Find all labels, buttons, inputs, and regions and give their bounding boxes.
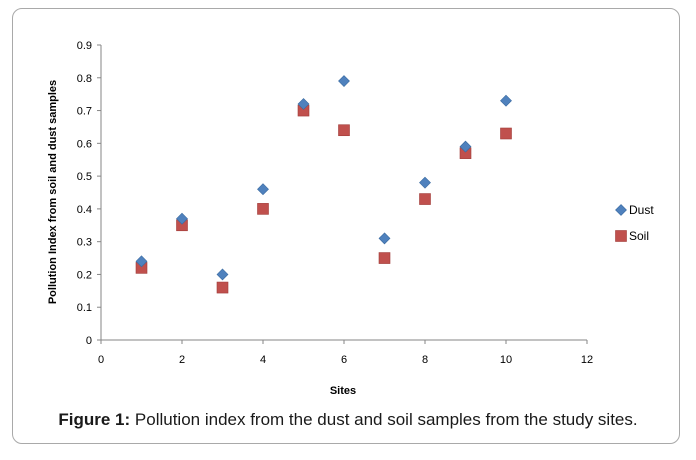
y-tick-label: 0.4 bbox=[77, 204, 92, 216]
soil-point bbox=[378, 252, 391, 264]
x-tick-label: 0 bbox=[98, 354, 104, 366]
soil-legend-label: Soil bbox=[629, 229, 649, 243]
caption-text: Pollution index from the dust and soil s… bbox=[130, 410, 638, 429]
data-points bbox=[135, 75, 512, 294]
y-axis-title: Pollution Index from soil and dust sampl… bbox=[47, 80, 59, 304]
y-tick-label: 0.1 bbox=[77, 302, 92, 314]
y-tick-label: 0.3 bbox=[77, 237, 92, 249]
dust-point bbox=[378, 232, 391, 245]
dust-legend-label: Dust bbox=[629, 203, 654, 217]
soil-point bbox=[257, 203, 269, 215]
x-tick-label: 6 bbox=[341, 354, 347, 366]
soil-point bbox=[338, 124, 350, 137]
dust-point bbox=[297, 98, 310, 110]
y-tick-label: 0 bbox=[86, 335, 92, 347]
dust-point bbox=[176, 212, 188, 225]
soil-point bbox=[500, 127, 512, 140]
dust-point bbox=[338, 75, 350, 87]
dust-point bbox=[419, 176, 431, 189]
x-axis-title: Sites bbox=[330, 385, 356, 397]
x-tick-label: 12 bbox=[581, 354, 593, 366]
legend: Dust Soil bbox=[615, 203, 654, 243]
dust-legend-marker bbox=[615, 204, 627, 216]
soil-point bbox=[419, 193, 431, 205]
axes bbox=[97, 44, 588, 344]
y-tick-label: 0.8 bbox=[77, 73, 92, 85]
dust-point bbox=[257, 183, 269, 196]
x-tick-label: 8 bbox=[422, 354, 428, 366]
y-tick-label: 0.6 bbox=[77, 138, 92, 150]
y-tick-label: 0.5 bbox=[77, 171, 92, 183]
soil-point bbox=[216, 281, 229, 294]
caption-label: Figure 1: bbox=[58, 410, 131, 429]
figure-caption: Figure 1: Pollution index from the dust … bbox=[0, 410, 696, 430]
y-tick-label: 0.2 bbox=[77, 269, 92, 281]
dust-point bbox=[459, 140, 472, 153]
dust-point bbox=[216, 268, 229, 281]
y-tick-label: 0.7 bbox=[77, 106, 92, 118]
x-tick-label: 4 bbox=[260, 354, 266, 366]
y-tick-label: 0.9 bbox=[77, 40, 92, 52]
dust-point bbox=[500, 94, 512, 107]
x-tick-label: 2 bbox=[179, 354, 185, 366]
tick-labels: 0 0.1 0.2 0.3 0.4 0.5 0.6 0.7 0.8 0.9 0 2 4 6 8 10 12 bbox=[77, 40, 593, 366]
x-tick-label: 10 bbox=[500, 354, 512, 366]
dust-point bbox=[135, 255, 148, 268]
soil-legend-marker bbox=[615, 230, 627, 242]
